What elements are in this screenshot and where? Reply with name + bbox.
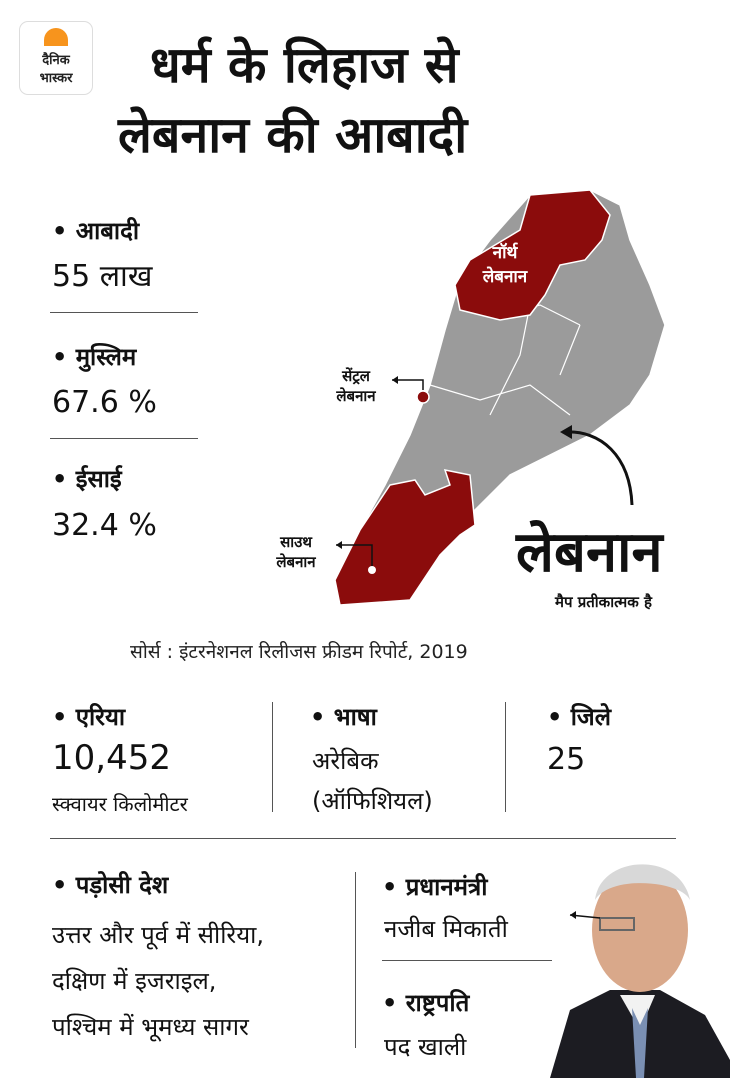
stat-muslim-value: 67.6 % — [52, 385, 157, 420]
stat-christian-value: 32.4 % — [52, 508, 157, 543]
pm-value: नजीब मिकाती — [384, 915, 508, 943]
neighbors-line3: पश्चिम में भूमध्य सागर — [52, 1013, 249, 1041]
north-lebanon-region — [454, 189, 611, 321]
president-value: पद खाली — [384, 1033, 467, 1061]
logo-line1: दैनिक — [42, 53, 70, 68]
divider — [355, 872, 356, 1048]
area-value: 10,452 — [52, 738, 171, 778]
language-value-line2: (ऑफिशियल) — [312, 787, 433, 815]
logo-line2: भास्कर — [39, 71, 73, 86]
lebanon-pointer-arrow-icon — [564, 430, 634, 506]
divider — [272, 702, 273, 812]
president-label: • राष्ट्रपति — [382, 989, 470, 1017]
south-lebanon-region — [334, 469, 476, 606]
stat-christian-label: • ईसाई — [52, 465, 122, 493]
neighbors-label: • पड़ोसी देश — [52, 871, 169, 899]
brand-logo: दैनिक भास्कर — [20, 22, 92, 94]
page-title-line1: धर्म के लिहाज से — [150, 36, 459, 94]
country-name: लेबनान — [516, 520, 663, 585]
pm-label: • प्रधानमंत्री — [382, 873, 488, 901]
stat-population-label: • आबादी — [52, 217, 140, 245]
pm-portrait — [550, 864, 730, 1078]
source-note: सोर्स : इंटरनेशनल रिलीजस फ्रीडम रिपोर्ट,… — [130, 641, 468, 663]
neighbors-line2: दक्षिण में इजराइल, — [52, 967, 217, 995]
area-unit: स्क्वायर किलोमीटर — [52, 792, 188, 816]
divider — [505, 702, 506, 812]
north-lebanon-label: नॉर्थ लेबनान — [482, 243, 528, 287]
divider — [382, 960, 552, 961]
map-disclaimer: मैप प्रतीकात्मक है — [555, 593, 652, 611]
divider — [50, 838, 676, 839]
stat-population-value: 55 लाख — [52, 259, 153, 294]
central-lebanon-marker — [416, 390, 430, 404]
stat-muslim-label: • मुस्लिम — [52, 343, 137, 371]
language-label: • भाषा — [310, 703, 377, 731]
central-arrow-icon — [392, 379, 424, 390]
logo-sun-icon — [44, 28, 68, 46]
divider — [50, 438, 198, 439]
districts-label: • जिले — [547, 703, 611, 731]
central-lebanon-label: सेंट्रल लेबनान — [336, 367, 376, 405]
south-arrow-icon — [336, 544, 373, 566]
language-value-line1: अरेबिक — [312, 747, 379, 775]
divider — [50, 312, 198, 313]
districts-value: 25 — [547, 742, 586, 777]
lebanon-map — [334, 189, 666, 606]
south-lebanon-marker — [368, 566, 376, 574]
page-title-line2: लेबनान की आबादी — [118, 106, 468, 164]
south-lebanon-label: साउथ लेबनान — [276, 533, 316, 571]
area-label: • एरिया — [52, 703, 126, 731]
neighbors-line1: उत्तर और पूर्व में सीरिया, — [52, 921, 265, 949]
